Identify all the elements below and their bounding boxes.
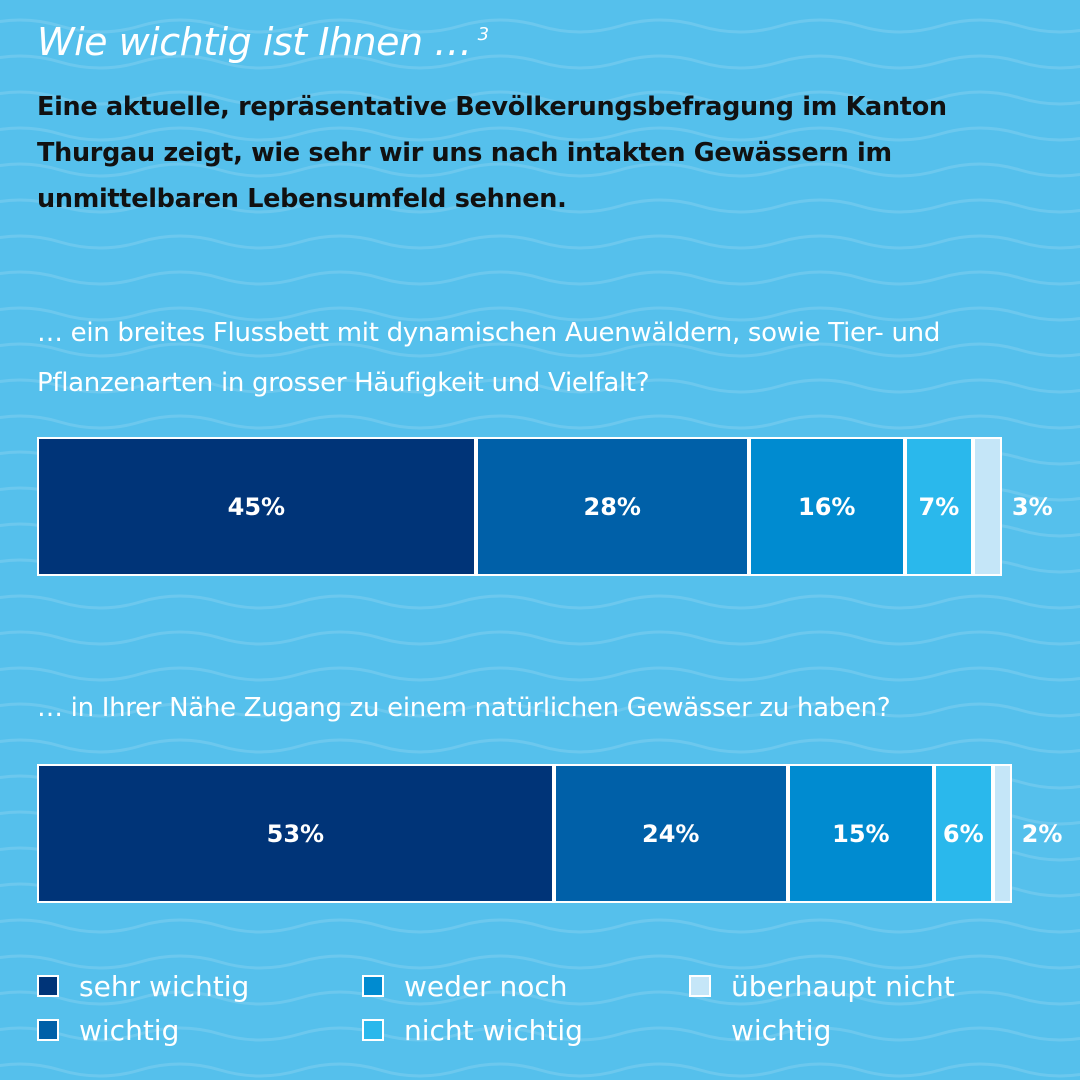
wave-line	[0, 378, 1080, 394]
data-label: 3%	[1011, 492, 1053, 521]
bar-segment-sehr-wichtig	[37, 764, 554, 903]
bar-segment-überhaupt-nicht-wichtig	[992, 764, 1012, 903]
bar-segment-nicht-wichtig	[904, 437, 973, 576]
legend-swatch	[362, 975, 384, 997]
bar-segment-weder-noch	[748, 437, 905, 576]
wave-line	[0, 1062, 1080, 1078]
chart-title: Wie wichtig ist Ihnen … 3	[37, 20, 489, 64]
legend-label: überhaupt nicht wichtig	[731, 970, 955, 1047]
data-label: 53%	[266, 819, 325, 848]
legend-swatch	[689, 975, 711, 997]
question-1: … ein breites Flussbett mit dynamischen …	[37, 318, 941, 398]
chart-subtitle: Eine aktuelle, repräsentative Bevölkerun…	[37, 92, 947, 214]
bar-segment-wichtig	[553, 764, 788, 903]
data-label: 2%	[1021, 819, 1063, 848]
wave-line	[0, 630, 1080, 646]
bar-segment-nicht-wichtig	[934, 764, 993, 903]
legend-swatch	[37, 975, 59, 997]
legend-swatch	[37, 1019, 59, 1041]
bar-segment-überhaupt-nicht-wichtig	[973, 437, 1003, 576]
legend-label: sehr wichtig	[79, 970, 250, 1003]
wave-line	[0, 54, 1080, 70]
data-label: 6%	[942, 819, 984, 848]
wave-line	[0, 918, 1080, 934]
wave-line	[0, 414, 1080, 430]
wave-line	[0, 126, 1080, 142]
bar-segment-sehr-wichtig	[37, 437, 476, 576]
data-label: 7%	[918, 492, 960, 521]
wave-line	[0, 1026, 1080, 1042]
wave-line	[0, 198, 1080, 214]
data-label: 28%	[583, 492, 641, 521]
wave-line	[0, 306, 1080, 322]
wave-line	[0, 954, 1080, 970]
wave-line	[0, 342, 1080, 358]
question-2: … in Ihrer Nähe Zugang zu einem natürlic…	[37, 693, 891, 723]
legend-label: weder noch	[404, 970, 568, 1003]
wave-line	[0, 162, 1080, 178]
legend-label: wichtig	[79, 1014, 180, 1047]
data-label: 45%	[227, 492, 286, 521]
wave-line	[0, 270, 1080, 286]
legend-item: wichtig	[37, 1009, 339, 1053]
legend-item: überhaupt nicht wichtig	[689, 965, 991, 1053]
data-label: 15%	[832, 819, 890, 848]
wave-line	[0, 738, 1080, 754]
legend-label: nicht wichtig	[404, 1014, 583, 1047]
wave-line	[0, 234, 1080, 250]
wave-line	[0, 666, 1080, 682]
title-text: Wie wichtig ist Ihnen …	[37, 20, 472, 64]
data-label: 16%	[798, 492, 856, 521]
wave-line	[0, 594, 1080, 610]
wave-line	[0, 702, 1080, 718]
legend-item: sehr wichtig	[37, 965, 339, 1009]
bar-segment-weder-noch	[787, 764, 934, 903]
legend-item: nicht wichtig	[362, 1009, 664, 1053]
legend-item: weder noch	[362, 965, 664, 1009]
bar-segment-wichtig	[475, 437, 749, 576]
wave-line	[0, 990, 1080, 1006]
wave-line	[0, 90, 1080, 106]
footnote-marker: 3	[477, 24, 489, 45]
data-label: 24%	[642, 819, 700, 848]
wave-line	[0, 18, 1080, 34]
legend-swatch	[362, 1019, 384, 1041]
